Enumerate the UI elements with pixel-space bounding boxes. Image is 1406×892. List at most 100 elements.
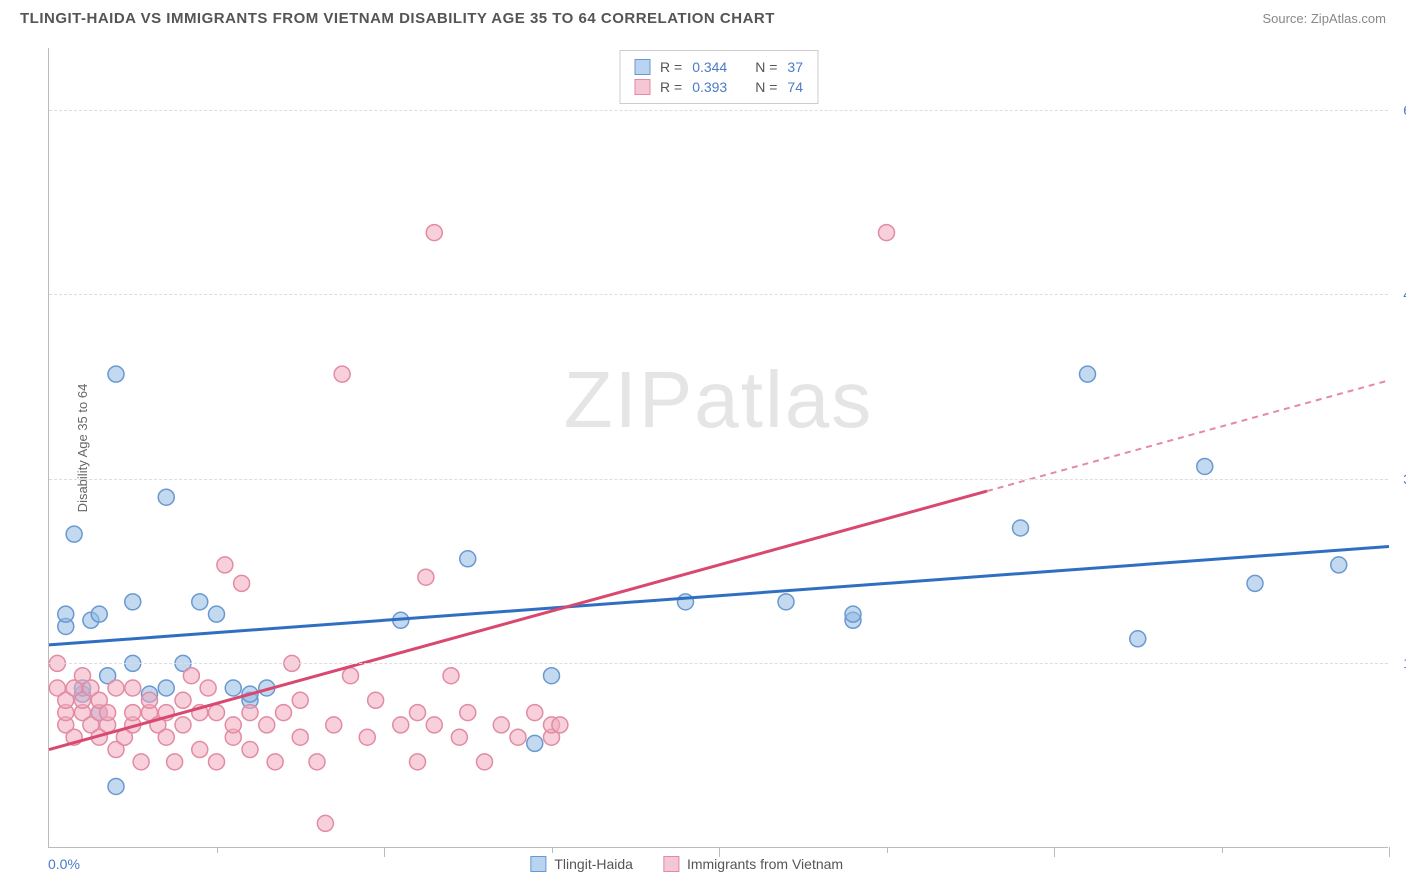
- n-value: 74: [787, 79, 803, 95]
- r-value: 0.393: [692, 79, 727, 95]
- data-point: [778, 594, 794, 610]
- data-point: [460, 551, 476, 567]
- grid-line: [49, 294, 1388, 295]
- data-point: [326, 717, 342, 733]
- legend-series-label: Immigrants from Vietnam: [687, 856, 843, 872]
- data-point: [426, 717, 442, 733]
- data-point: [443, 668, 459, 684]
- data-point: [477, 754, 493, 770]
- data-point: [142, 692, 158, 708]
- data-point: [359, 729, 375, 745]
- x-tick-minor: [887, 847, 888, 853]
- x-tick-major: [384, 847, 385, 857]
- legend-stats-row: R = 0.393 N = 74: [634, 77, 803, 97]
- data-point: [309, 754, 325, 770]
- grid-line: [49, 663, 1388, 664]
- data-point: [108, 680, 124, 696]
- data-point: [66, 526, 82, 542]
- data-point: [167, 754, 183, 770]
- data-point: [217, 557, 233, 573]
- data-point: [125, 594, 141, 610]
- data-point: [1013, 520, 1029, 536]
- data-point: [544, 668, 560, 684]
- r-label: R =: [660, 79, 682, 95]
- n-value: 37: [787, 59, 803, 75]
- data-point: [100, 705, 116, 721]
- n-label: N =: [755, 59, 777, 75]
- data-point: [108, 778, 124, 794]
- data-point: [527, 735, 543, 751]
- x-tick-minor: [552, 847, 553, 853]
- x-tick-minor: [1222, 847, 1223, 853]
- data-point: [125, 705, 141, 721]
- source-attribution: Source: ZipAtlas.com: [1262, 11, 1386, 26]
- data-point: [410, 754, 426, 770]
- data-point: [292, 692, 308, 708]
- legend-series-item: Immigrants from Vietnam: [663, 856, 843, 872]
- data-point: [845, 606, 861, 622]
- data-point: [242, 705, 258, 721]
- data-point: [225, 680, 241, 696]
- chart-container: Disability Age 35 to 64 ZIPatlas R =0.34…: [48, 48, 1388, 848]
- data-point: [426, 225, 442, 241]
- data-point: [242, 742, 258, 758]
- grid-line: [49, 110, 1388, 111]
- data-point: [1130, 631, 1146, 647]
- data-point: [1197, 458, 1213, 474]
- data-point: [175, 717, 191, 733]
- scatter-svg: [49, 48, 1388, 847]
- data-point: [158, 680, 174, 696]
- data-point: [552, 717, 568, 733]
- data-point: [192, 742, 208, 758]
- r-label: R =: [660, 59, 682, 75]
- data-point: [410, 705, 426, 721]
- data-point: [343, 668, 359, 684]
- data-point: [133, 754, 149, 770]
- data-point: [527, 705, 543, 721]
- trend-line-extrapolated: [987, 380, 1389, 491]
- data-point: [209, 754, 225, 770]
- trend-line: [49, 546, 1389, 644]
- data-point: [267, 754, 283, 770]
- data-point: [259, 717, 275, 733]
- data-point: [334, 366, 350, 382]
- data-point: [125, 680, 141, 696]
- x-tick-minor: [217, 847, 218, 853]
- data-point: [209, 606, 225, 622]
- n-label: N =: [755, 79, 777, 95]
- legend-stats: R = 0.344 N = 37 R = 0.393 N = 74: [619, 50, 818, 104]
- data-point: [158, 729, 174, 745]
- x-tick-major: [1054, 847, 1055, 857]
- data-point: [451, 729, 467, 745]
- data-point: [209, 705, 225, 721]
- data-point: [510, 729, 526, 745]
- data-point: [879, 225, 895, 241]
- data-point: [175, 692, 191, 708]
- y-tick-label: 60.0%: [1388, 102, 1406, 118]
- chart-title: TLINGIT-HAIDA VS IMMIGRANTS FROM VIETNAM…: [20, 10, 775, 27]
- legend-swatch: [634, 59, 650, 75]
- y-tick-label: 45.0%: [1388, 286, 1406, 302]
- legend-series: Tlingit-Haida Immigrants from Vietnam: [530, 856, 843, 872]
- grid-line: [49, 479, 1388, 480]
- data-point: [276, 705, 292, 721]
- data-point: [368, 692, 384, 708]
- x-axis-min-label: 0.0%: [48, 856, 80, 872]
- data-point: [1331, 557, 1347, 573]
- r-value: 0.344: [692, 59, 727, 75]
- data-point: [292, 729, 308, 745]
- data-point: [317, 815, 333, 831]
- data-point: [225, 717, 241, 733]
- data-point: [192, 594, 208, 610]
- data-point: [183, 668, 199, 684]
- data-point: [91, 606, 107, 622]
- data-point: [158, 489, 174, 505]
- data-point: [460, 705, 476, 721]
- data-point: [108, 366, 124, 382]
- data-point: [200, 680, 216, 696]
- legend-series-label: Tlingit-Haida: [554, 856, 633, 872]
- data-point: [1247, 575, 1263, 591]
- data-point: [1080, 366, 1096, 382]
- data-point: [418, 569, 434, 585]
- legend-swatch: [663, 856, 679, 872]
